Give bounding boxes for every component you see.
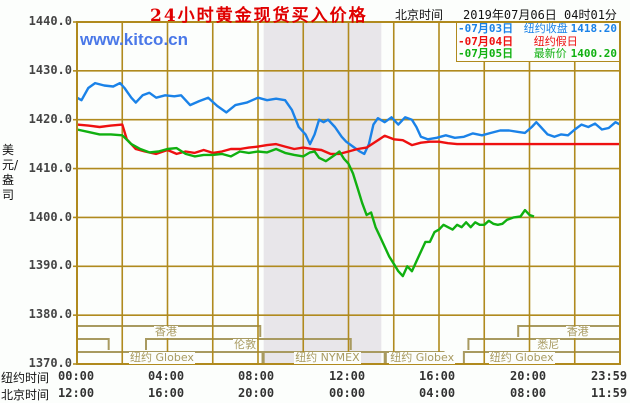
y-tick-1400: 1400.0 bbox=[28, 210, 72, 224]
update-timestamp: 2019年07月06日 04时01分 bbox=[463, 8, 617, 22]
x-tick: 04:00 bbox=[148, 369, 185, 383]
shaded-region bbox=[263, 23, 382, 364]
session-label: 纽约 NYMEX bbox=[294, 351, 361, 364]
legend-date: -07月03日 bbox=[458, 22, 514, 35]
legend-value: 1418.20 bbox=[570, 22, 617, 35]
legend-date: -07月04日 bbox=[458, 34, 514, 48]
legend-item-0705: -07月05日 最新价 1400.20 bbox=[457, 47, 619, 61]
session-label: 香港 bbox=[153, 325, 178, 338]
y-tick-1380: 1380.0 bbox=[28, 307, 72, 321]
y-tick-1440: 1440.0 bbox=[28, 14, 72, 28]
legend-desc: 最新价 bbox=[533, 47, 567, 60]
legend-desc: 纽约收盘 bbox=[523, 22, 568, 35]
y-tick-1410: 1410.0 bbox=[28, 161, 72, 175]
x-tick: 08:00 bbox=[238, 369, 275, 383]
x-row-label-beijing: 北京时间 bbox=[1, 388, 50, 402]
session-label: 纽约 Globex bbox=[389, 351, 456, 364]
x-tick: 20:00 bbox=[510, 369, 547, 383]
x-tick: 16:00 bbox=[148, 386, 185, 400]
y-tick-1430: 1430.0 bbox=[28, 63, 72, 77]
nymex-shaded-region bbox=[263, 23, 382, 364]
x-tick: 12:00 bbox=[329, 369, 366, 383]
legend-date: -07月05日 bbox=[458, 47, 514, 60]
legend-item-0704: -07月04日 纽约假日 bbox=[457, 34, 619, 49]
legend-item-0703: -07月03日 纽约收盘 1418.20 bbox=[457, 22, 619, 36]
chart-legend: -07月03日 纽约收盘 1418.20 -07月04日 纽约假日 -07月05… bbox=[456, 22, 620, 62]
x-row-label-newyork: 纽约时间 bbox=[1, 371, 50, 385]
session-label: 伦敦 bbox=[233, 338, 258, 351]
y-tick-1390: 1390.0 bbox=[28, 258, 72, 272]
x-tick: 00:00 bbox=[58, 369, 95, 383]
y-tick-1370: 1370.0 bbox=[28, 356, 72, 370]
x-tick: 23:59 bbox=[591, 369, 628, 383]
grid-lines bbox=[73, 21, 620, 365]
y-axis-label: 美元/盎司 bbox=[2, 143, 19, 202]
legend-desc: 纽约假日 bbox=[533, 34, 578, 48]
session-label: 香港 bbox=[565, 325, 590, 338]
x-tick: 11:59 bbox=[591, 386, 628, 400]
chart-title: 24小时黄金现货买入价格 bbox=[150, 6, 368, 26]
session-label: 悉尼 bbox=[536, 338, 561, 351]
series-line bbox=[76, 123, 620, 156]
session-label: 纽约 Globex bbox=[488, 351, 555, 364]
x-tick: 08:00 bbox=[510, 386, 547, 400]
series-line bbox=[76, 128, 535, 278]
y-tick-1420: 1420.0 bbox=[28, 112, 72, 126]
session-label: 纽约 Globex bbox=[129, 351, 195, 364]
x-tick: 00:00 bbox=[329, 386, 366, 400]
x-tick: 16:00 bbox=[419, 369, 456, 383]
x-tick: 04:00 bbox=[419, 386, 456, 400]
x-tick: 20:00 bbox=[238, 386, 275, 400]
plot-frame bbox=[76, 21, 621, 365]
kitco-watermark-link[interactable]: www.kitco.cn bbox=[80, 30, 189, 49]
timezone-label: 北京时间 bbox=[395, 8, 444, 22]
x-tick: 12:00 bbox=[58, 386, 95, 400]
legend-value: 1400.20 bbox=[570, 47, 617, 60]
price-series bbox=[76, 81, 621, 278]
